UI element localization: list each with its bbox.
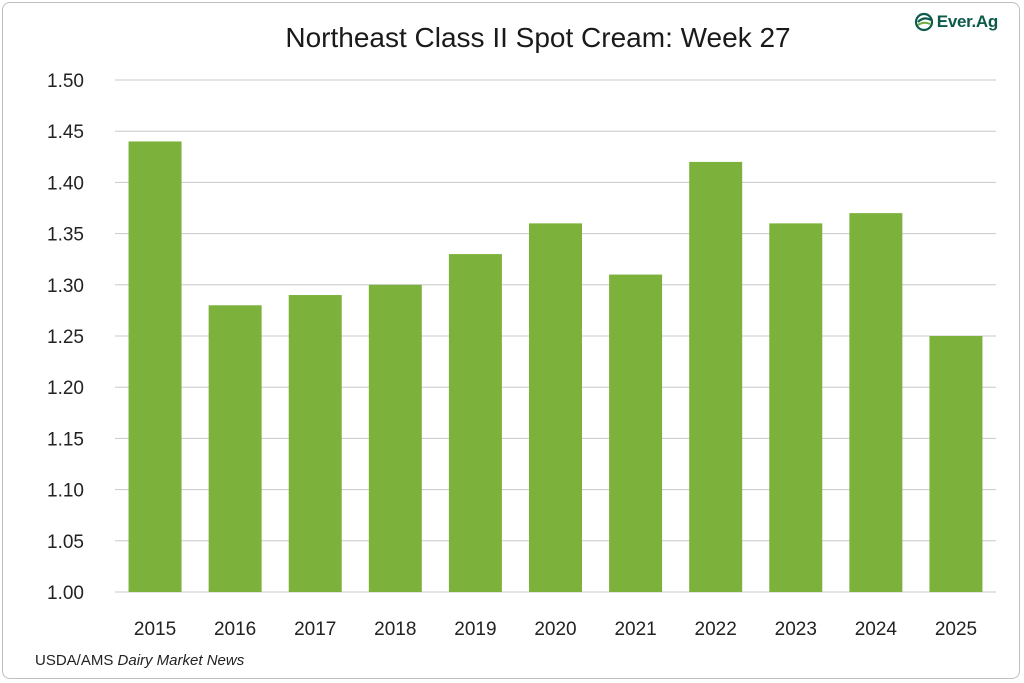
x-tick-label: 2022 bbox=[695, 619, 737, 640]
bar-2019 bbox=[448, 254, 502, 592]
bar-2022 bbox=[689, 161, 743, 593]
x-tick-label: 2025 bbox=[935, 619, 977, 640]
y-tick-label: 1.15 bbox=[47, 429, 84, 450]
bar-2021 bbox=[609, 274, 663, 592]
source-note: USDA/AMS Dairy Market News bbox=[35, 652, 244, 669]
bar-2018 bbox=[368, 284, 422, 592]
bars bbox=[128, 141, 983, 593]
y-tick-label: 1.35 bbox=[47, 225, 84, 246]
x-tick-label: 2021 bbox=[614, 619, 656, 640]
brand-logo-text: Ever.Ag bbox=[936, 12, 999, 31]
y-tick-label: 1.50 bbox=[47, 71, 84, 92]
x-tick-label: 2023 bbox=[775, 619, 817, 640]
y-axis-ticks: 1.00 1.05 1.10 1.15 1.20 1.25 1.30 1.35 1.40 1.45… bbox=[47, 71, 84, 604]
x-tick-label: 2020 bbox=[534, 619, 576, 640]
bar-2016 bbox=[208, 305, 262, 592]
bar-2020 bbox=[529, 223, 582, 593]
y-tick-label: 1.30 bbox=[47, 276, 84, 297]
y-tick-label: 1.10 bbox=[47, 481, 84, 502]
y-tick-label: 1.00 bbox=[47, 583, 84, 604]
y-tick-label: 1.25 bbox=[47, 327, 84, 348]
source-publication: Dairy Market News bbox=[117, 652, 245, 669]
x-tick-label: 2019 bbox=[454, 619, 496, 640]
chart-title: Northeast Class II Spot Cream: Week 27 bbox=[285, 22, 791, 53]
x-tick-label: 2016 bbox=[214, 619, 256, 640]
x-tick-label: 2024 bbox=[855, 619, 898, 640]
ever-ag-leaf-icon bbox=[914, 12, 933, 32]
y-tick-label: 1.05 bbox=[47, 532, 84, 553]
bar-2017 bbox=[288, 295, 342, 592]
x-tick-label: 2015 bbox=[134, 619, 176, 640]
y-tick-label: 1.20 bbox=[47, 378, 84, 399]
y-tick-label: 1.45 bbox=[47, 122, 84, 143]
brand-logo: Ever.Ag bbox=[914, 12, 998, 32]
x-axis-ticks: 2015 2016 2017 2018 2019 2020 2021 2022 2023 2024… bbox=[134, 619, 977, 640]
bar-2024 bbox=[849, 213, 903, 592]
x-tick-label: 2018 bbox=[374, 619, 416, 640]
x-tick-label: 2017 bbox=[294, 619, 336, 640]
bar-2025 bbox=[929, 336, 983, 592]
bar-2023 bbox=[769, 223, 823, 593]
bar-2015 bbox=[128, 141, 182, 592]
source-prefix: USDA/AMS bbox=[35, 652, 118, 669]
y-tick-label: 1.40 bbox=[47, 173, 84, 194]
